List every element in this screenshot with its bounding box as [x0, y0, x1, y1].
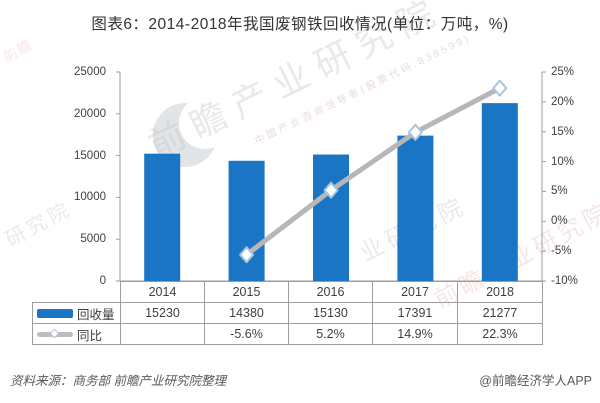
right-axis-tick-label: 15% [551, 125, 575, 138]
left-axis-tick-label: 20000 [74, 107, 106, 120]
left-axis-tick-label: 25000 [74, 66, 106, 78]
right-axis-tick-label: -10% [551, 275, 578, 287]
source-note: 资料来源：商务部 前瞻产业研究院整理 [10, 374, 226, 388]
watermark-tagline: 中国产业咨询领导者(股票代码:839599) [253, 32, 473, 148]
bar-2015 [228, 160, 265, 281]
year-cell: 2018 [457, 281, 543, 303]
credit-handle: @前瞻经济学人APP [479, 374, 592, 388]
bar-swatch-icon [37, 308, 73, 318]
yoy-row: 同比 -5.6% 5.2% 14.9% 22.3% [32, 323, 543, 345]
year-cell: 2014 [120, 281, 205, 303]
bar-2016 [313, 154, 349, 281]
diamond-marker-icon [49, 328, 60, 338]
legend-item-yoy: 同比 [32, 323, 121, 345]
bar-2018 [481, 103, 518, 281]
year-cell: 2015 [204, 281, 289, 303]
right-axis-tick-label: -5% [551, 245, 572, 258]
yoy-value-cell: -5.6% [204, 323, 289, 345]
diamond-marker [239, 246, 255, 264]
recovery-value-cell: 15230 [120, 302, 205, 324]
year-cell: 2017 [372, 281, 458, 303]
watermark-corner: 前瞻 [0, 35, 37, 66]
year-cell: 2016 [288, 281, 373, 303]
yoy-value-cell [120, 323, 205, 345]
left-axis-tick-label: 5000 [80, 233, 106, 246]
brand-logo-watermark-icon [153, 97, 231, 167]
recovery-row: 回收量 15230 14380 15130 17391 21277 [32, 302, 543, 324]
right-axis-tick-label: 0% [551, 215, 568, 228]
recovery-value-cell: 17391 [372, 302, 458, 324]
line-swatch-icon [37, 328, 73, 338]
right-axis-tick-label: 5% [551, 185, 568, 198]
diamond-marker [407, 123, 423, 141]
chart-title: 图表6：2014-2018年我国废钢铁回收情况(单位：万吨，%) [91, 16, 509, 33]
watermark-fragment: 业研究院 [355, 192, 472, 268]
recovery-value-cell: 15130 [288, 302, 373, 324]
bar-2017 [397, 135, 434, 281]
right-axis-tick-label: 25% [551, 66, 575, 78]
diamond-marker [492, 79, 508, 97]
bar-2014 [144, 153, 181, 281]
table-spacer-cell [33, 282, 121, 303]
right-axis-tick-label: 10% [551, 155, 575, 168]
recovery-value-cell: 21277 [457, 302, 543, 324]
year-header-row: 2014 2015 2016 2017 2018 [33, 281, 543, 303]
legend-label-yoy: 同比 [77, 328, 103, 343]
left-axis-tick-label: 0 [99, 275, 106, 287]
left-axis-tick-label: 10000 [74, 191, 106, 204]
yoy-line [244, 85, 503, 258]
data-table: 2014 2015 2016 2017 2018 回收量 15230 14380… [32, 281, 543, 345]
recovery-value-cell: 14380 [204, 302, 289, 324]
diamond-marker [323, 181, 339, 199]
yoy-value-cell: 22.3% [457, 323, 543, 345]
right-axis-tick-label: 20% [551, 95, 575, 108]
legend-label-recovery: 回收量 [77, 307, 115, 322]
yoy-value-cell: 14.9% [372, 323, 458, 345]
yoy-value-cell: 5.2% [288, 323, 373, 345]
left-axis-tick-label: 15000 [74, 149, 106, 162]
legend-item-recovery: 回收量 [32, 302, 121, 324]
